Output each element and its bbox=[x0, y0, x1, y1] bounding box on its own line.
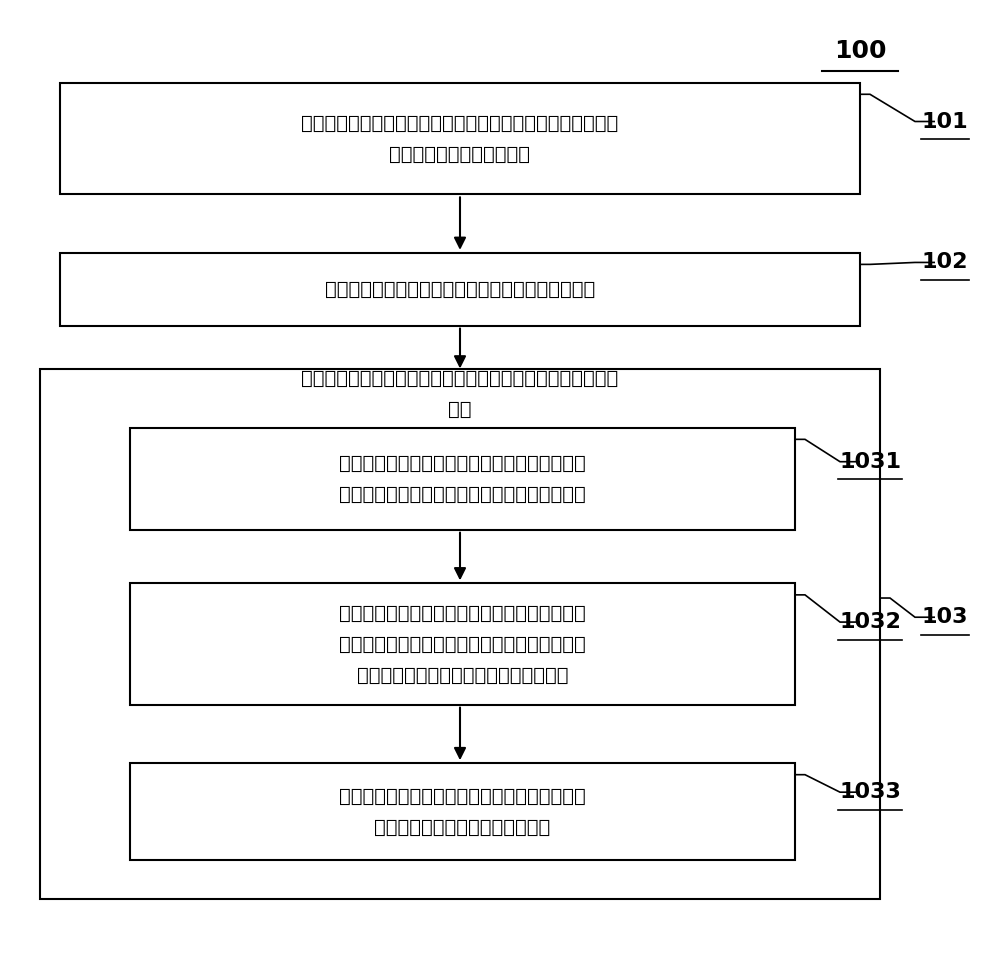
Text: 102: 102 bbox=[922, 253, 968, 272]
Text: 响应于接收到目标客户端发送的垃圾处理请求，对垃圾处理请
求进行解析，得到请求信息: 响应于接收到目标客户端发送的垃圾处理请求，对垃圾处理请 求进行解析，得到请求信息 bbox=[301, 114, 619, 163]
Text: 响应于接收到目标客户端发送的垃圾倾倒请求，
根据垃圾分类信息，确定各个目标垃圾桶标识信
息，以及开启各个目标分类垃圾桶的桶盖: 响应于接收到目标客户端发送的垃圾倾倒请求， 根据垃圾分类信息，确定各个目标垃圾桶… bbox=[339, 604, 586, 684]
Bar bbox=[130, 428, 795, 530]
Text: 1033: 1033 bbox=[839, 782, 901, 802]
Text: 101: 101 bbox=[922, 112, 968, 131]
Text: 100: 100 bbox=[834, 39, 886, 63]
Text: 103: 103 bbox=[922, 608, 968, 627]
Bar bbox=[60, 83, 860, 194]
Bar bbox=[60, 253, 860, 326]
Bar bbox=[130, 583, 795, 705]
Text: 响应于确定目标红外线在预设时长内未被遮挡，
关闭各各个目标分类垃圾桶的桶盖: 响应于确定目标红外线在预设时长内未被遮挡， 关闭各各个目标分类垃圾桶的桶盖 bbox=[339, 786, 586, 837]
Bar bbox=[40, 369, 880, 899]
Text: 对加密后隐私信息进行解密处理，得到用户隐私信息: 对加密后隐私信息进行解密处理，得到用户隐私信息 bbox=[325, 280, 595, 298]
Text: 响应于确定用户账号不在账号黑名单中，执行以下设备控制步
骤：: 响应于确定用户账号不在账号黑名单中，执行以下设备控制步 骤： bbox=[301, 368, 619, 419]
Text: 1031: 1031 bbox=[839, 452, 901, 471]
Text: 据预先训练好的垃圾识别模型，对至少一张待分
类垃圾图像进行识别处理，以生成垃圾分类信息: 据预先训练好的垃圾识别模型，对至少一张待分 类垃圾图像进行识别处理，以生成垃圾分… bbox=[339, 454, 586, 503]
Text: 1032: 1032 bbox=[839, 612, 901, 632]
Bar bbox=[130, 763, 795, 860]
